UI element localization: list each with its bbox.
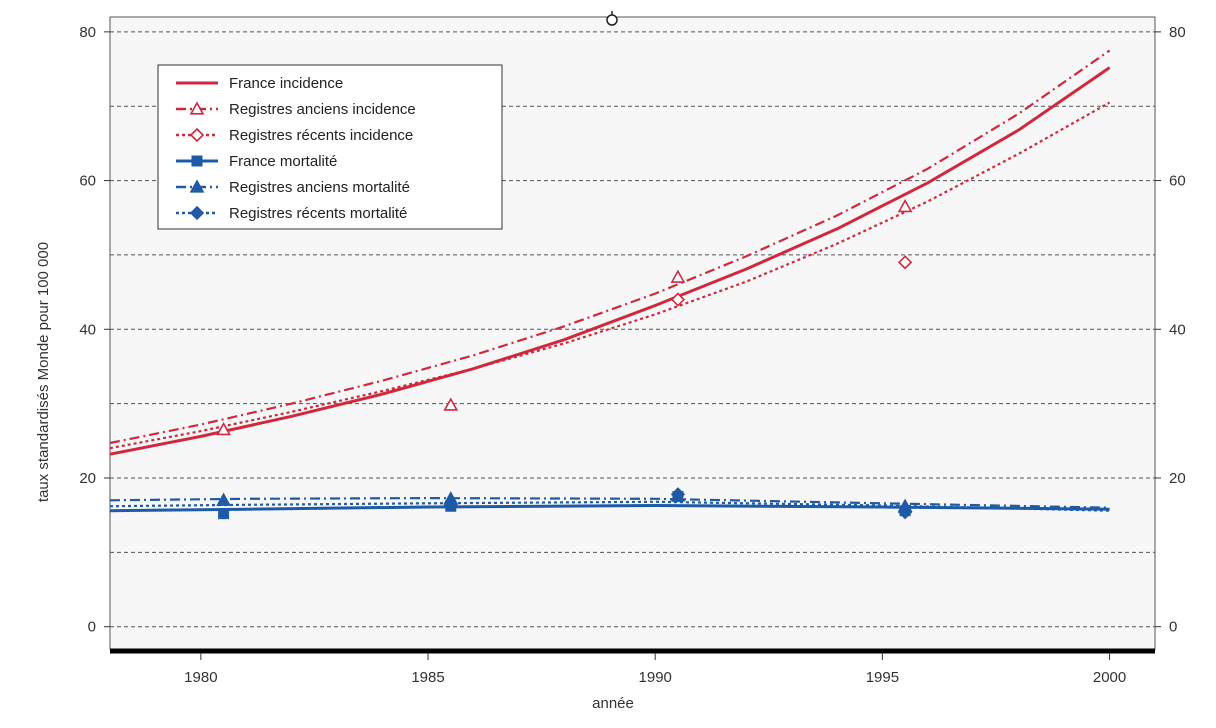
series-line-1 [109,49,1111,445]
data-point-5-0 [443,497,458,512]
legend-marker-4 [189,179,205,193]
x-axis: 1980 1985 1990 1995 2000 [184,653,1126,686]
x-tick-label: 1985 [411,669,444,686]
data-point-1-0 [216,422,231,436]
data-point-1-1 [443,397,459,411]
y-tick-label: 80 [79,24,96,41]
y-tick-label-right: 60 [1169,173,1186,190]
data-point-5-1 [670,487,686,502]
legend-label-5: Registres récents mortalité [229,205,407,222]
circle-handle-icon [606,11,618,26]
y-tick-label: 0 [88,619,96,636]
y-axis-right: 0 20 40 60 80 [1155,24,1186,636]
x-axis-title: année [592,695,634,712]
legend-label-3: France mortalité [229,153,337,170]
data-point-5-2 [897,505,913,520]
legend-marker-1 [189,101,205,115]
legend-label-0: France incidence [229,75,343,92]
data-point-2-0 [670,292,686,307]
y-tick-label-right: 40 [1169,321,1186,338]
legend-items: France incidence Registres anciens incide… [176,75,416,222]
data-point-4-0 [216,492,231,506]
legend-label-1: Registres anciens incidence [229,101,416,118]
y-tick-label: 40 [79,321,96,338]
data-point-2-1 [897,255,913,270]
legend-label-4: Registres anciens mortalité [229,179,410,196]
x-tick-label: 2000 [1093,669,1126,686]
series-markers [216,198,913,520]
y-axis-left: 0 20 40 60 80 [79,24,110,636]
y-tick-label: 20 [79,470,96,487]
legend-box [157,64,503,230]
series-line-5 [109,500,1110,512]
legend-marker-3 [191,155,203,167]
y-tick-label-right: 20 [1169,470,1186,487]
series-line-0 [109,66,1111,456]
legend-marker-5 [189,205,205,221]
x-tick-label: 1995 [866,669,899,686]
series-line-2 [109,101,1111,450]
x-tick-label: 1980 [184,669,217,686]
grid [110,31,1155,628]
legend: France incidence Registres anciens incide… [157,64,503,230]
y-tick-label-right: 0 [1169,619,1177,636]
y-axis-title: taux standardisés Monde pour 100 000 [35,242,52,502]
data-point-3-0 [218,508,230,520]
legend-marker-2 [189,127,205,143]
data-point-1-2 [670,269,686,283]
y-tick-label-right: 80 [1169,24,1186,41]
x-tick-label: 1990 [639,669,672,686]
data-point-1-3 [897,198,913,213]
y-tick-label: 60 [79,173,96,190]
legend-label-2: Registres récents incidence [229,127,413,144]
